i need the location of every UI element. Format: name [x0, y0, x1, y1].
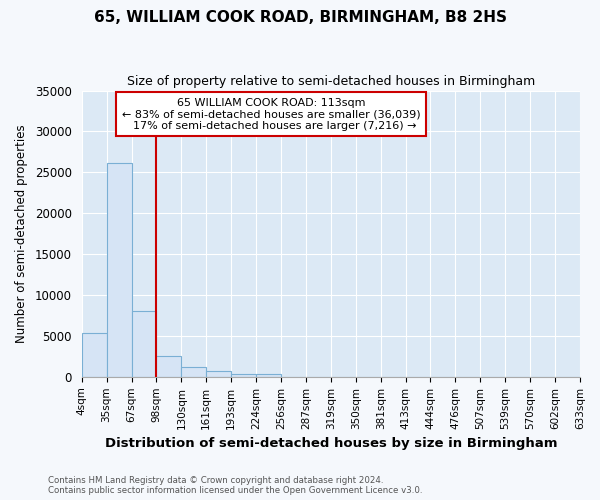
Bar [181, 367, 206, 377]
X-axis label: Distribution of semi-detached houses by size in Birmingham: Distribution of semi-detached houses by … [104, 437, 557, 450]
Bar [82, 332, 107, 377]
Text: Contains HM Land Registry data © Crown copyright and database right 2024.
Contai: Contains HM Land Registry data © Crown c… [48, 476, 422, 495]
Bar [157, 356, 181, 377]
Bar [107, 164, 131, 377]
Bar [231, 374, 256, 377]
Bar [131, 310, 157, 377]
Y-axis label: Number of semi-detached properties: Number of semi-detached properties [15, 124, 28, 343]
Bar [256, 374, 281, 377]
Text: 65, WILLIAM COOK ROAD, BIRMINGHAM, B8 2HS: 65, WILLIAM COOK ROAD, BIRMINGHAM, B8 2H… [94, 10, 506, 25]
Bar [206, 371, 231, 377]
Text: 65 WILLIAM COOK ROAD: 113sqm  
← 83% of semi-detached houses are smaller (36,039: 65 WILLIAM COOK ROAD: 113sqm ← 83% of se… [122, 98, 421, 131]
Title: Size of property relative to semi-detached houses in Birmingham: Size of property relative to semi-detach… [127, 75, 535, 88]
